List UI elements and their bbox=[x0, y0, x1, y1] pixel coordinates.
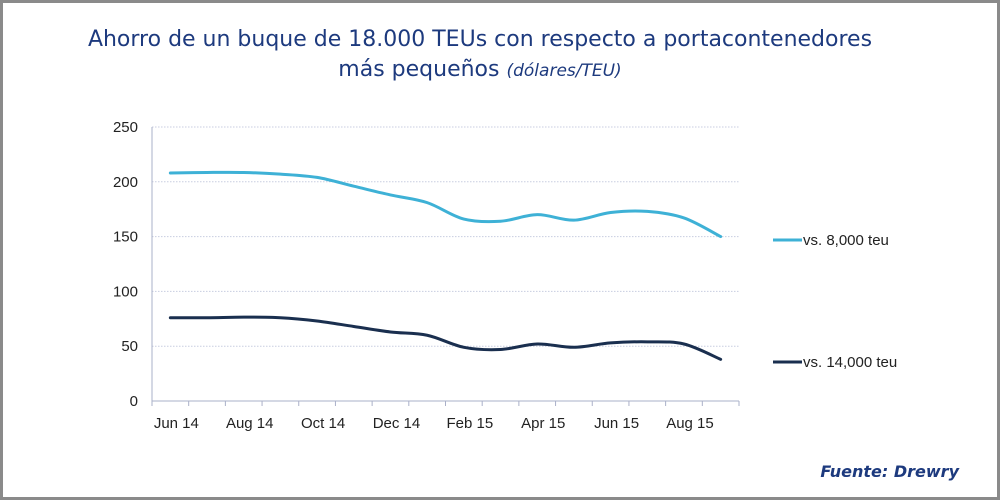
x-tick-label: Aug 14 bbox=[226, 415, 274, 432]
y-tick-label: 50 bbox=[121, 338, 138, 355]
x-tick-label: Aug 15 bbox=[666, 415, 714, 432]
y-tick-label: 150 bbox=[113, 229, 138, 246]
line-chart: 0 50 100 150 200 250 Jun 14 Aug 14 Oct 14 Dec 14 F… bbox=[113, 119, 897, 432]
x-tick-label: Jun 15 bbox=[594, 415, 639, 432]
x-tick-label: Apr 15 bbox=[521, 415, 565, 432]
x-tick-label: Oct 14 bbox=[301, 415, 345, 432]
x-tick-label: Feb 15 bbox=[446, 415, 493, 432]
title-line1: Ahorro de un buque de 18.000 TEUs con re… bbox=[87, 27, 873, 52]
series-line-1 bbox=[168, 170, 723, 239]
chart-title: Ahorro de un buque de 18.000 TEUs con re… bbox=[3, 25, 957, 86]
title-line2: más pequeños bbox=[338, 57, 500, 82]
legend-label: vs. 8,000 teu bbox=[803, 232, 889, 249]
x-tick-label: Dec 14 bbox=[373, 415, 421, 432]
y-tick-label: 0 bbox=[130, 393, 138, 410]
legend-label: vs. 14,000 teu bbox=[803, 354, 897, 371]
y-tick-label: 100 bbox=[113, 283, 138, 300]
source-note: Fuente: Drewry bbox=[820, 462, 959, 481]
series-line-2 bbox=[168, 315, 723, 361]
y-tick-label: 250 bbox=[113, 119, 138, 136]
title-unit: (dólares/TEU) bbox=[506, 61, 622, 81]
x-tick-label: Jun 14 bbox=[154, 415, 199, 432]
y-tick-label: 200 bbox=[113, 174, 138, 191]
